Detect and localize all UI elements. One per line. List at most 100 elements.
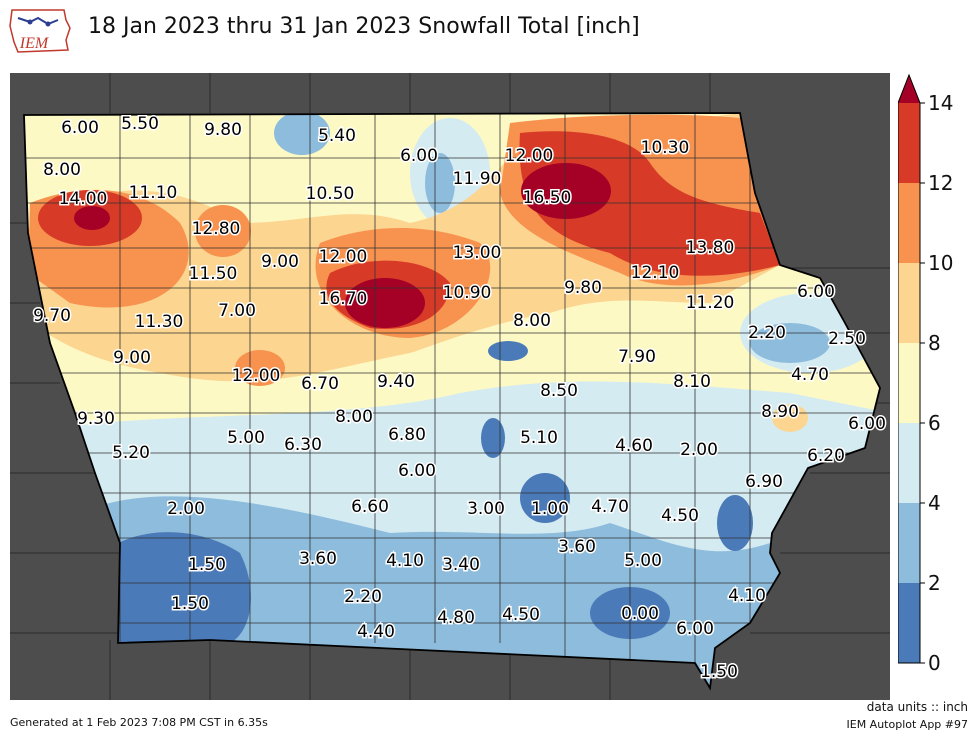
value-label: 4.70: [591, 497, 629, 517]
value-label: 11.10: [129, 183, 178, 203]
value-label: 9.80: [204, 120, 242, 140]
value-label: 2.20: [748, 323, 786, 343]
value-label: 9.00: [113, 348, 151, 368]
value-label: 12.00: [319, 247, 368, 267]
value-label: 1.00: [531, 499, 569, 519]
value-label: 6.00: [398, 461, 436, 481]
value-label: 12.80: [192, 219, 241, 239]
value-label: 1.50: [700, 662, 738, 682]
colorbar-band: [898, 183, 920, 263]
value-label: 4.50: [661, 506, 699, 526]
value-label: 10.90: [443, 283, 492, 303]
value-label: 5.00: [624, 551, 662, 571]
value-label: 13.00: [453, 243, 502, 263]
snowfall-map: 6.00 5.50 9.80 5.40 6.00 12.00 10.30 8.0…: [10, 73, 890, 700]
value-label: 6.80: [388, 425, 426, 445]
colorbar-legend: 0 2 4 6 8 10 12 14: [898, 73, 953, 673]
value-label: 5.50: [121, 114, 159, 134]
value-label: 4.10: [728, 586, 766, 606]
county-lines: [24, 113, 880, 673]
value-label: 6.70: [301, 374, 339, 394]
colorbar-tick: 4: [928, 491, 941, 515]
value-label: 12.10: [631, 263, 680, 283]
value-label: 5.10: [520, 428, 558, 448]
value-label: 5.20: [112, 443, 150, 463]
value-label: 1.50: [171, 594, 209, 614]
value-label: 11.90: [453, 169, 502, 189]
colorbar-tick: 8: [928, 331, 941, 355]
units-note: data units :: inch: [866, 700, 968, 714]
page-title: 18 Jan 2023 thru 31 Jan 2023 Snowfall To…: [88, 14, 640, 39]
value-label: 2.00: [680, 440, 718, 460]
app-note: IEM Autoplot App #97: [846, 718, 969, 731]
colorbar-tick: 10: [928, 251, 953, 275]
value-label: 4.10: [386, 551, 424, 571]
value-label: 3.40: [442, 555, 480, 575]
value-label: 9.00: [261, 252, 299, 272]
colorbar-tick: 12: [928, 171, 953, 195]
value-label: 9.30: [77, 409, 115, 429]
value-label: 12.00: [232, 366, 281, 386]
value-label: 3.60: [299, 549, 337, 569]
value-label: 6.00: [400, 146, 438, 166]
value-label: 9.70: [33, 306, 71, 326]
colorbar-band: [898, 263, 920, 343]
value-label: 2.00: [167, 499, 205, 519]
value-label: 6.60: [351, 497, 389, 517]
value-label: 2.50: [828, 329, 866, 349]
value-labels: 6.00 5.50 9.80 5.40 6.00 12.00 10.30 8.0…: [32, 113, 888, 684]
value-label: 5.00: [227, 428, 265, 448]
value-label: 4.40: [357, 622, 395, 642]
value-label: 10.30: [641, 138, 690, 158]
value-label: 5.40: [318, 126, 356, 146]
value-label: 3.60: [558, 537, 596, 557]
generated-note: Generated at 1 Feb 2023 7:08 PM CST in 6…: [10, 716, 268, 729]
value-label: 8.00: [513, 311, 551, 331]
value-label: 6.00: [848, 414, 886, 434]
value-label: 2.20: [344, 587, 382, 607]
value-label: 8.00: [43, 160, 81, 180]
value-label: 11.50: [189, 264, 238, 284]
value-label: 14.00: [59, 189, 108, 209]
colorbar-band: [898, 343, 920, 423]
colorbar-tick: 2: [928, 571, 941, 595]
value-label: 4.50: [502, 605, 540, 625]
value-label: 16.70: [319, 289, 368, 309]
colorbar-bands: [898, 75, 920, 663]
value-label: 8.00: [335, 407, 373, 427]
value-label: 10.50: [306, 184, 355, 204]
value-label: 8.10: [673, 372, 711, 392]
value-label: 4.70: [791, 365, 829, 385]
value-label: 1.50: [188, 555, 226, 575]
value-label: 13.80: [686, 238, 735, 258]
value-label: 9.40: [377, 372, 415, 392]
value-label: 11.30: [135, 312, 184, 332]
value-label: 3.00: [467, 499, 505, 519]
colorbar-band: [898, 423, 920, 503]
value-label: 16.50: [523, 188, 572, 208]
colorbar-band: [898, 103, 920, 183]
value-label: 0.00: [621, 604, 659, 624]
iem-logo: IEM: [9, 9, 71, 53]
colorbar-band: [898, 503, 920, 583]
colorbar-band: [898, 583, 920, 663]
value-label: 11.20: [686, 293, 735, 313]
colorbar-tick: 14: [928, 91, 953, 115]
value-label: 6.90: [745, 472, 783, 492]
contour-fill: [24, 113, 880, 688]
value-label: 9.80: [564, 278, 602, 298]
value-label: 8.50: [540, 381, 578, 401]
value-label: 7.00: [218, 301, 256, 321]
value-label: 6.00: [676, 619, 714, 639]
value-label: 6.20: [807, 446, 845, 466]
value-label: 6.00: [797, 282, 835, 302]
value-label: 6.30: [284, 435, 322, 455]
value-label: 12.00: [505, 146, 554, 166]
colorbar-tick: 0: [928, 651, 941, 673]
value-label: 7.90: [618, 347, 656, 367]
value-label: 6.00: [61, 118, 99, 138]
logo-text: IEM: [19, 35, 50, 52]
value-label: 8.90: [761, 402, 799, 422]
value-label: 4.80: [437, 608, 475, 628]
value-label: 4.60: [615, 436, 653, 456]
